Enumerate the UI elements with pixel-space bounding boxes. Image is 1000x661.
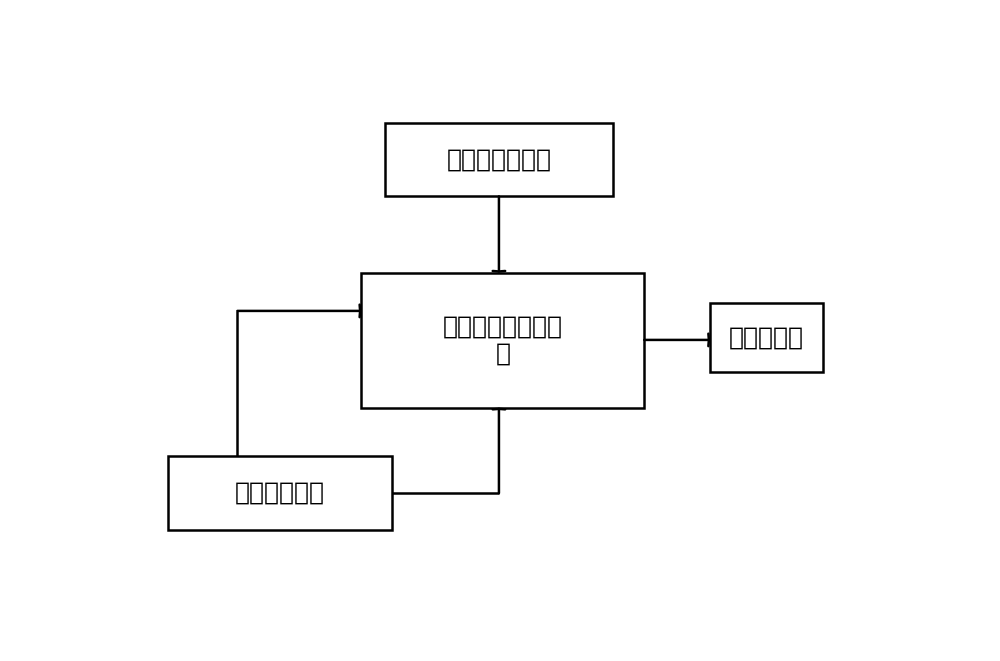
Text: 信号输入电路: 信号输入电路 bbox=[235, 481, 325, 505]
Bar bbox=[361, 273, 644, 408]
Bar bbox=[168, 456, 392, 529]
Text: 两点调制锁相环电
路: 两点调制锁相环电 路 bbox=[443, 314, 563, 366]
Text: 增益自校准电路: 增益自校准电路 bbox=[446, 147, 551, 171]
Bar bbox=[385, 122, 613, 196]
Bar bbox=[710, 303, 822, 372]
Text: 功率放大器: 功率放大器 bbox=[729, 326, 804, 350]
